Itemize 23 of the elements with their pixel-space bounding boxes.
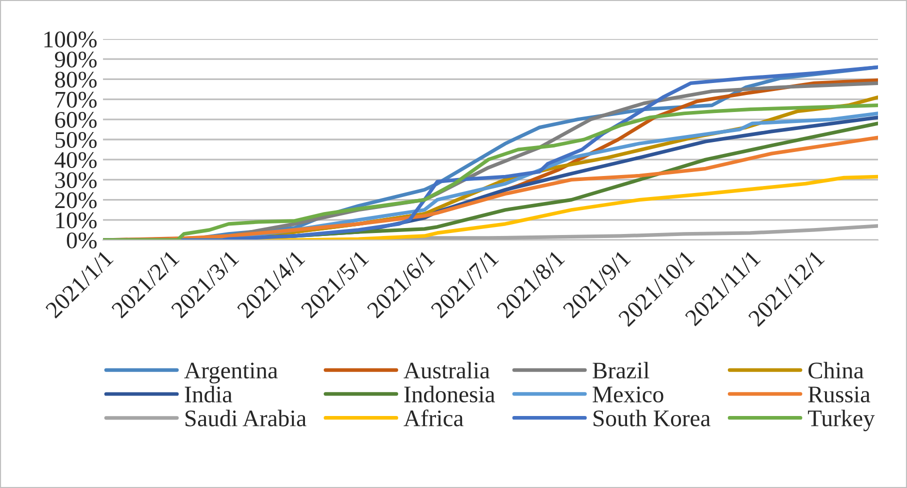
y-tick-label: 20% (55, 192, 97, 208)
y-tick-label: 10% (56, 212, 97, 228)
legend-label: Mexico (592, 386, 664, 402)
legend-label: Russia (808, 386, 870, 402)
y-tick-label: 80% (55, 72, 97, 88)
y-tick-label: 60% (55, 112, 97, 128)
legend-label: Indonesia (404, 386, 495, 402)
y-tick-label: 30% (55, 172, 97, 188)
legend-label: Brazil (592, 362, 650, 379)
y-tick-label: 90% (54, 52, 97, 68)
y-tick-label: 100% (44, 31, 97, 48)
legend-label: China (808, 362, 864, 379)
legend-label: Argentina (184, 362, 278, 384)
legend-label: Australia (404, 362, 490, 379)
y-tick-label: 50% (56, 132, 97, 148)
legend-label: India (184, 386, 232, 402)
legend-label: Africa (404, 409, 464, 426)
legend-label: Saudi Arabia (186, 410, 306, 426)
y-tick-label: 40% (54, 152, 97, 168)
y-tick-label: 70% (56, 92, 97, 108)
y-tick-label: 0% (66, 232, 97, 248)
legend-label: Turkey (808, 410, 875, 432)
legend-label: South Korea (594, 410, 710, 426)
